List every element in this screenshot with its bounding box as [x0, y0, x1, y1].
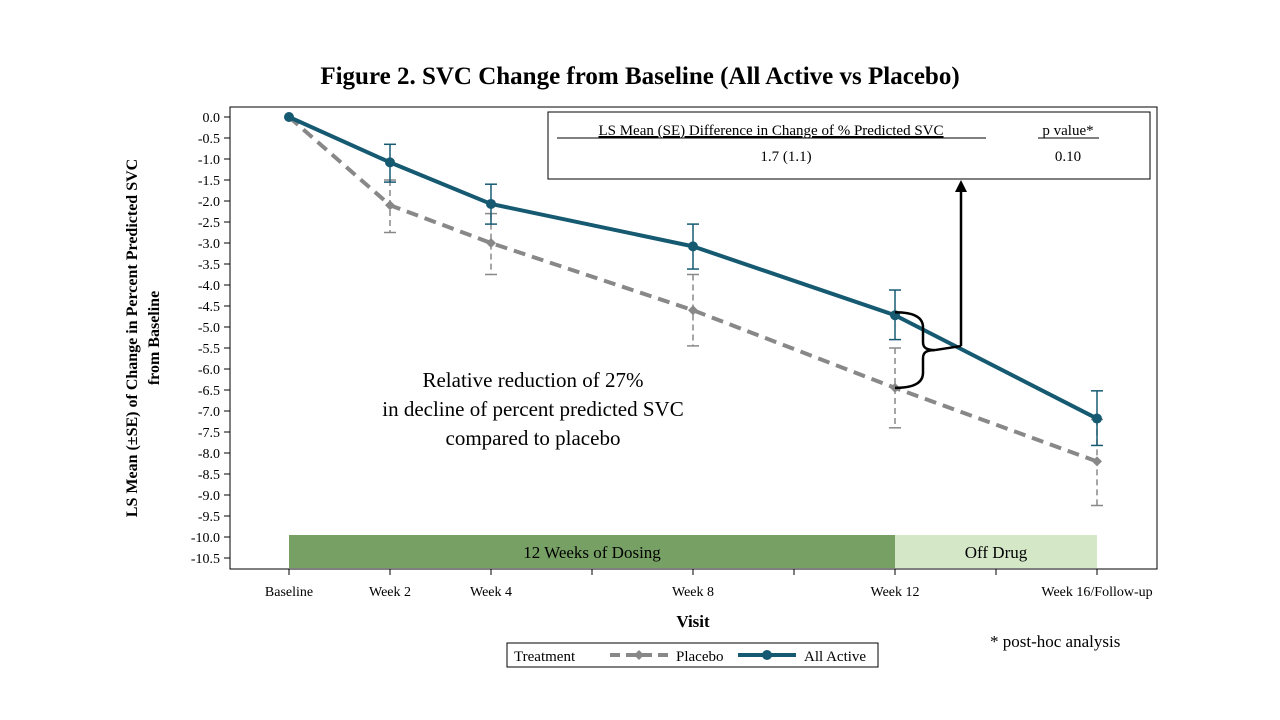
- y-tick-label: -2.5: [198, 216, 220, 231]
- legend-active-marker: [762, 650, 772, 660]
- band-off-drug: [895, 535, 1097, 568]
- all-active-point: [486, 198, 496, 209]
- footnote: * post-hoc analysis: [990, 632, 1120, 651]
- placebo-point: [486, 238, 496, 248]
- all-active-line: [288, 115, 1098, 421]
- y-tick-label: -4.5: [198, 300, 220, 315]
- stats-table-header-p: p value*: [1042, 123, 1093, 139]
- y-tick-label: -3.5: [198, 258, 220, 273]
- stats-table: LS Mean (SE) Difference in Change of % P…: [547, 111, 1151, 180]
- y-tick-label: -1.0: [198, 153, 220, 168]
- y-axis-title-line-2: from Baseline: [146, 291, 163, 385]
- arrow-connector: [934, 344, 962, 352]
- y-tick-label: -10.0: [191, 531, 220, 546]
- x-tick-label: Week 8: [672, 585, 714, 600]
- annotation-line-1: Relative reduction of 27%: [422, 368, 643, 392]
- y-tick-label: -8.5: [198, 468, 220, 483]
- series-layer: [284, 112, 1103, 507]
- legend-frame: [506, 642, 879, 668]
- y-axis: 0.0 -0.5 -1.0 -1.5 -2.0 -2.5 -3.0 -3.5 -4.0 -4.5 -…: [191, 111, 230, 567]
- legend-placebo-label: Placebo: [676, 649, 723, 665]
- stats-table-value-p: 0.10: [1055, 149, 1081, 165]
- y-tick-label: -3.0: [198, 237, 220, 252]
- all-active-point: [385, 157, 395, 168]
- legend-placebo-marker: [634, 650, 644, 660]
- legend-active-label: All Active: [804, 649, 866, 665]
- y-tick-label: -6.0: [198, 363, 220, 378]
- x-tick-label: Week 12: [870, 585, 919, 600]
- band-12-weeks-of-dosing: [289, 535, 895, 568]
- y-tick-label: -7.5: [198, 426, 220, 441]
- x-tick-label: Baseline: [265, 585, 313, 600]
- y-tick-label: -4.0: [198, 279, 220, 294]
- stats-table-value-diff: 1.7 (1.1): [760, 149, 811, 165]
- x-tick-label: Week 4: [470, 585, 512, 600]
- y-axis-title-line-1: LS Mean (±SE) of Change in Percent Predi…: [124, 159, 141, 517]
- placebo-point: [688, 305, 698, 316]
- x-tick-label: Week 2: [369, 585, 411, 600]
- chart-title: Figure 2. SVC Change from Baseline (All …: [320, 63, 959, 90]
- y-tick-label: -5.0: [198, 321, 220, 336]
- y-tick-label: -6.5: [198, 384, 220, 399]
- y-tick-label: -2.0: [198, 195, 220, 210]
- all-active-point: [1092, 413, 1102, 424]
- x-tick-label: Week 16/Follow-up: [1041, 585, 1152, 600]
- all-active-point: [688, 241, 698, 252]
- annotation: Relative reduction of 27% in decline of …: [382, 368, 683, 450]
- legend: Treatment Placebo All Active: [506, 642, 879, 668]
- stats-table-frame: [547, 111, 1151, 180]
- band-label-off-drug: Off Drug: [965, 543, 1028, 562]
- legend-title: Treatment: [514, 649, 576, 665]
- x-axis-title: Visit: [676, 612, 710, 631]
- difference-bracket: [894, 180, 967, 390]
- placebo-line: [287, 115, 1098, 464]
- phase-bands: 12 Weeks of Dosing Off Drug: [289, 535, 1097, 568]
- y-tick-label: -9.5: [198, 510, 220, 525]
- all-active-point: [284, 112, 294, 122]
- placebo-point: [385, 200, 395, 211]
- y-tick-label: -8.0: [198, 447, 220, 462]
- y-axis-title: LS Mean (±SE) of Change in Percent Predi…: [124, 159, 163, 517]
- y-tick-label: -9.0: [198, 489, 220, 504]
- y-tick-label: -1.5: [198, 174, 220, 189]
- y-tick-label: -0.5: [198, 132, 220, 147]
- stats-table-header-diff: LS Mean (SE) Difference in Change of % P…: [598, 123, 943, 139]
- y-tick-label: -5.5: [198, 342, 220, 357]
- y-tick-label: -7.0: [198, 405, 220, 420]
- plot-area: 12 Weeks of Dosing Off Drug 0.0 -0.5 -1.0 -1…: [191, 106, 1158, 600]
- y-tick-label: -10.5: [191, 552, 220, 567]
- arrow-head: [955, 180, 967, 192]
- x-axis: Baseline Week 2 Week 4 Week 8 Week 12 Week 16…: [265, 569, 1153, 600]
- annotation-line-3: compared to placebo: [446, 426, 621, 450]
- band-label-12-weeks-of-dosing: 12 Weeks of Dosing: [523, 543, 661, 562]
- annotation-line-2: in decline of percent predicted SVC: [382, 397, 683, 421]
- y-tick-label: 0.0: [203, 111, 221, 126]
- placebo-point: [1092, 456, 1102, 467]
